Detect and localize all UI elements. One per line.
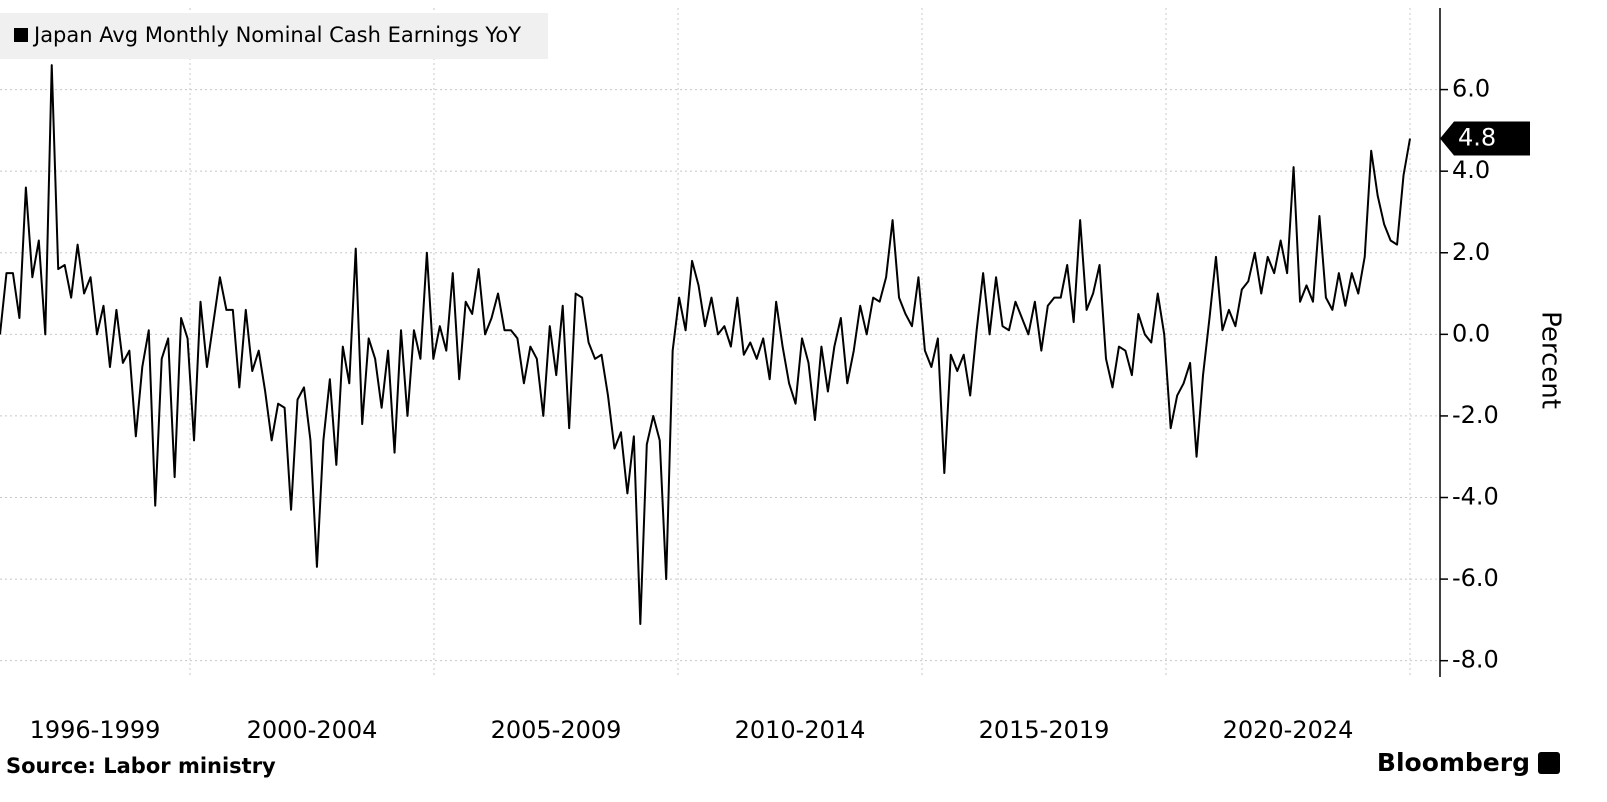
y-tick-label: 2.0 [1452, 238, 1490, 266]
x-tick-label: 2005-2009 [491, 716, 622, 744]
y-tick-label: -2.0 [1452, 401, 1499, 429]
y-tick-label: -4.0 [1452, 483, 1499, 511]
x-tick-label: 1996-1999 [30, 716, 161, 744]
x-tick-label: 2000-2004 [247, 716, 378, 744]
x-tick-label: 2020-2024 [1223, 716, 1354, 744]
grid [0, 8, 1440, 677]
last-value-tag [1440, 121, 1530, 156]
legend-swatch [14, 28, 28, 42]
source: Source: Labor ministry [6, 754, 276, 778]
last-value-label: 4.8 [1458, 124, 1496, 152]
y-tick-label: 6.0 [1452, 75, 1490, 103]
line [0, 64, 1411, 625]
x-tick-label: 2010-2014 [735, 716, 866, 744]
legend-label: Japan Avg Monthly Nominal Cash Earnings … [32, 23, 521, 47]
brand-icon [1538, 752, 1560, 774]
y-tick-label: 0.0 [1452, 319, 1490, 347]
brand: Bloomberg [1377, 748, 1530, 777]
y-tick-label: -6.0 [1452, 564, 1499, 592]
legend-box [0, 13, 548, 59]
y-tick-label: 4.0 [1452, 156, 1490, 184]
y-tick-label: -8.0 [1452, 646, 1499, 674]
y-axis-title: Percent [1536, 311, 1566, 409]
x-tick-label: 2015-2019 [979, 716, 1110, 744]
